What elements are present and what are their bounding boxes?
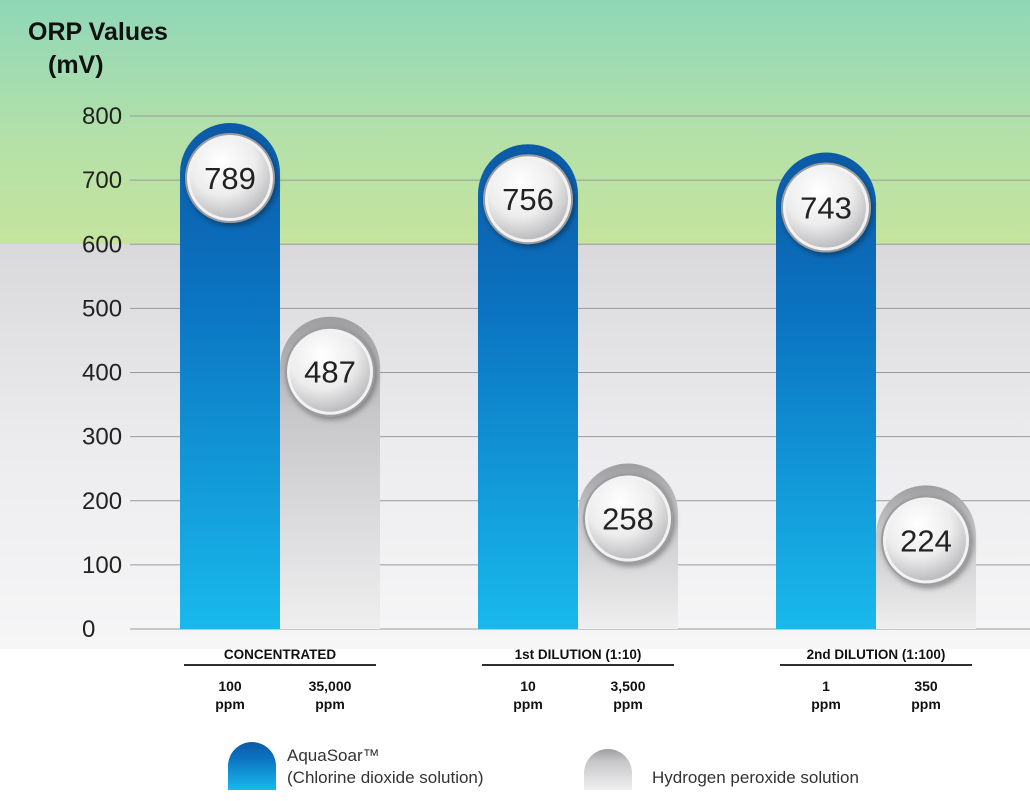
- ppm-value: 100: [218, 678, 242, 694]
- bar-aquasoar: [180, 123, 280, 629]
- ppm-unit: ppm: [811, 696, 841, 712]
- y-tick-label: 100: [82, 552, 122, 579]
- data-label-aquasoar: 789: [204, 161, 256, 196]
- data-label-hydrogen-peroxide: 224: [900, 523, 952, 558]
- value-bubble-inner: [786, 167, 866, 248]
- category-labels: CONCENTRATED 100 ppm 35,000 ppm 1st DILUTION …: [184, 647, 972, 712]
- value-bubble-inner: [190, 138, 270, 219]
- ppm-value: 1: [822, 678, 830, 694]
- bar-aquasoar: [776, 152, 876, 629]
- category-label: CONCENTRATED: [224, 647, 336, 662]
- y-tick-label: 300: [82, 424, 122, 451]
- value-bubble-inner: [290, 331, 370, 412]
- y-tick-label: 800: [82, 103, 122, 130]
- y-tick-label: 400: [82, 360, 122, 387]
- ppm-value: 350: [914, 678, 938, 694]
- ppm-unit: ppm: [911, 696, 941, 712]
- ppm-value: 3,500: [610, 678, 645, 694]
- data-label-aquasoar: 743: [800, 191, 852, 226]
- data-label-aquasoar: 756: [502, 182, 554, 217]
- ppm-value: 10: [520, 678, 536, 694]
- ppm-unit: ppm: [613, 696, 643, 712]
- bar-aquasoar: [478, 144, 578, 630]
- y-tick-label: 700: [82, 167, 122, 194]
- y-tick-label: 500: [82, 295, 122, 322]
- ppm-unit: ppm: [513, 696, 543, 712]
- bars: 789 756 743 487 258 224: [180, 123, 976, 630]
- y-axis-title-line2: (mV): [48, 51, 104, 79]
- y-axis-title-line1: ORP Values: [28, 18, 168, 46]
- data-label-hydrogen-peroxide: 487: [304, 355, 356, 390]
- y-tick-label: 600: [82, 231, 122, 258]
- y-tick-label: 0: [82, 616, 95, 643]
- category-label: 2nd DILUTION (1:100): [807, 647, 946, 662]
- data-label-hydrogen-peroxide: 258: [602, 502, 654, 537]
- ppm-unit: ppm: [215, 696, 245, 712]
- y-tick-label: 200: [82, 488, 122, 515]
- legend-swatch-aquasoar: [228, 742, 276, 790]
- legend-swatch-hydrogen-peroxide: [584, 749, 632, 790]
- legend-label-hydrogen-peroxide: Hydrogen peroxide solution: [652, 768, 859, 787]
- ppm-unit: ppm: [315, 696, 345, 712]
- y-ticks: 0 100 200 300 400 500 600 700 800: [82, 103, 122, 643]
- ppm-value: 35,000: [309, 678, 352, 694]
- value-bubble-inner: [588, 478, 668, 559]
- value-bubble-inner: [488, 159, 568, 240]
- legend-label-aquasoar-sub: (Chlorine dioxide solution): [287, 768, 484, 787]
- value-bubble-inner: [886, 500, 966, 581]
- legend-label-aquasoar: AquaSoar™: [287, 746, 380, 765]
- legend: AquaSoar™ (Chlorine dioxide solution) Hy…: [228, 742, 859, 790]
- category-label: 1st DILUTION (1:10): [515, 647, 642, 662]
